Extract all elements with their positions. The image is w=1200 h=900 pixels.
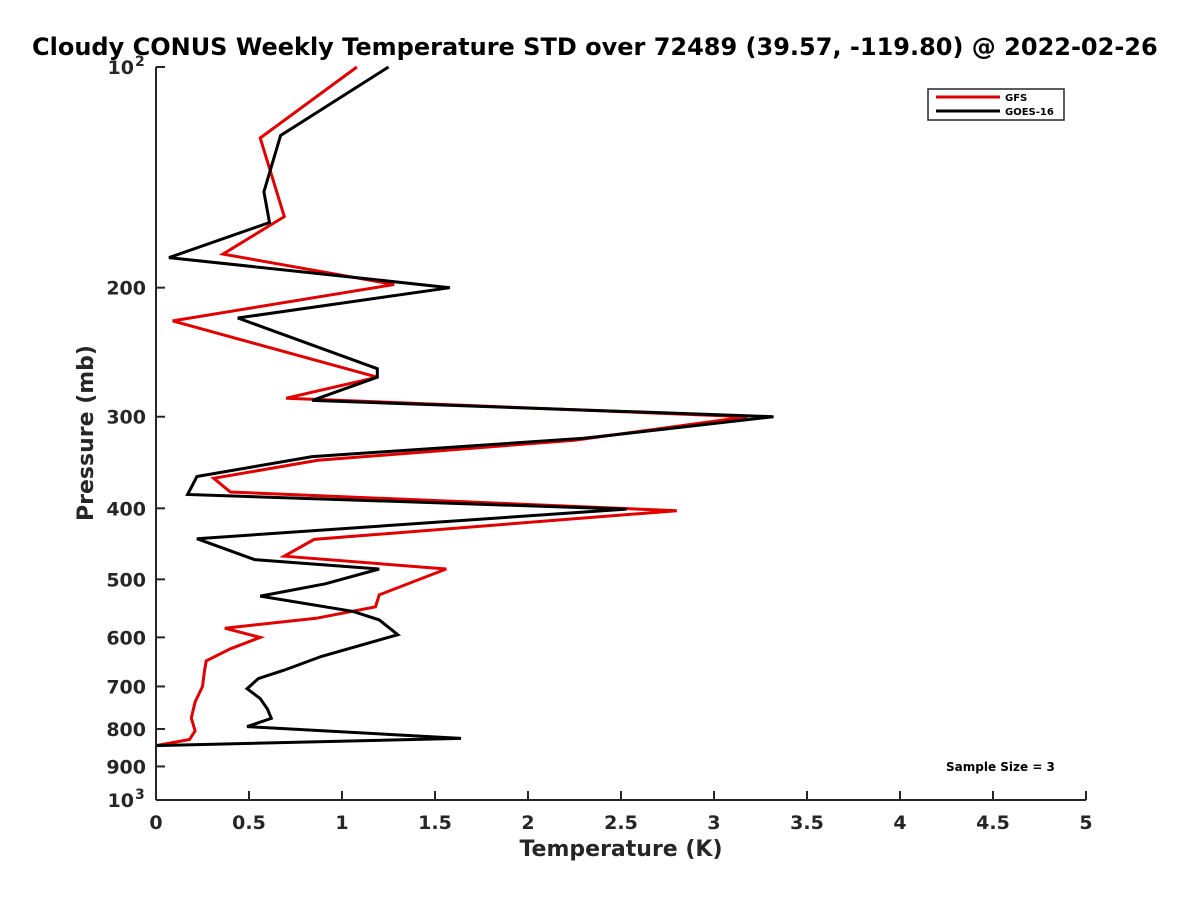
- y-tick-label: 300: [106, 407, 146, 429]
- x-tick-label: 3: [707, 812, 720, 834]
- x-tick-label: 2.5: [604, 812, 638, 834]
- sample-size-annotation: Sample Size = 3: [946, 760, 1055, 774]
- y-tick-label: 500: [106, 569, 146, 591]
- x-tick-label: 4: [893, 812, 906, 834]
- y-tick-label: 700: [106, 676, 146, 698]
- y-tick-label: 800: [106, 719, 146, 741]
- chart-title: Cloudy CONUS Weekly Temperature STD over…: [32, 33, 1158, 61]
- x-tick-label: 0: [149, 812, 162, 834]
- y-tick-label: 200: [106, 278, 146, 300]
- y-tick-exponent: 2: [135, 54, 145, 70]
- y-axis-label: Pressure (mb): [74, 345, 99, 521]
- series-line-gfs: [155, 65, 748, 748]
- plot-lines: [155, 65, 774, 748]
- x-tick-label: 2: [521, 812, 534, 834]
- x-tick-label: 4.5: [976, 812, 1010, 834]
- y-tick-label: 900: [106, 756, 146, 778]
- x-axis-label: Temperature (K): [519, 837, 722, 862]
- x-tick-label: 1: [335, 812, 348, 834]
- legend: GFS GOES-16: [927, 88, 1065, 121]
- x-tick-label: 0.5: [232, 812, 266, 834]
- series-line-goes16: [155, 65, 774, 748]
- x-tick-label: 5: [1079, 812, 1092, 834]
- y-tick-exponent: 3: [135, 787, 145, 803]
- legend-label-goes16: GOES-16: [1005, 107, 1054, 118]
- x-axis-ticks: 0 0.5 1 1.5 2 2.5 3 3.5 4 4.5 5: [149, 791, 1093, 834]
- legend-label-gfs: GFS: [1005, 93, 1027, 104]
- y-tick-label: 10: [108, 790, 134, 812]
- x-tick-label: 1.5: [418, 812, 452, 834]
- legend-box: [927, 88, 1065, 121]
- y-tick-label: 400: [106, 498, 146, 520]
- x-tick-label: 3.5: [790, 812, 824, 834]
- y-tick-label: 600: [106, 627, 146, 649]
- y-tick-label: 10: [108, 57, 134, 79]
